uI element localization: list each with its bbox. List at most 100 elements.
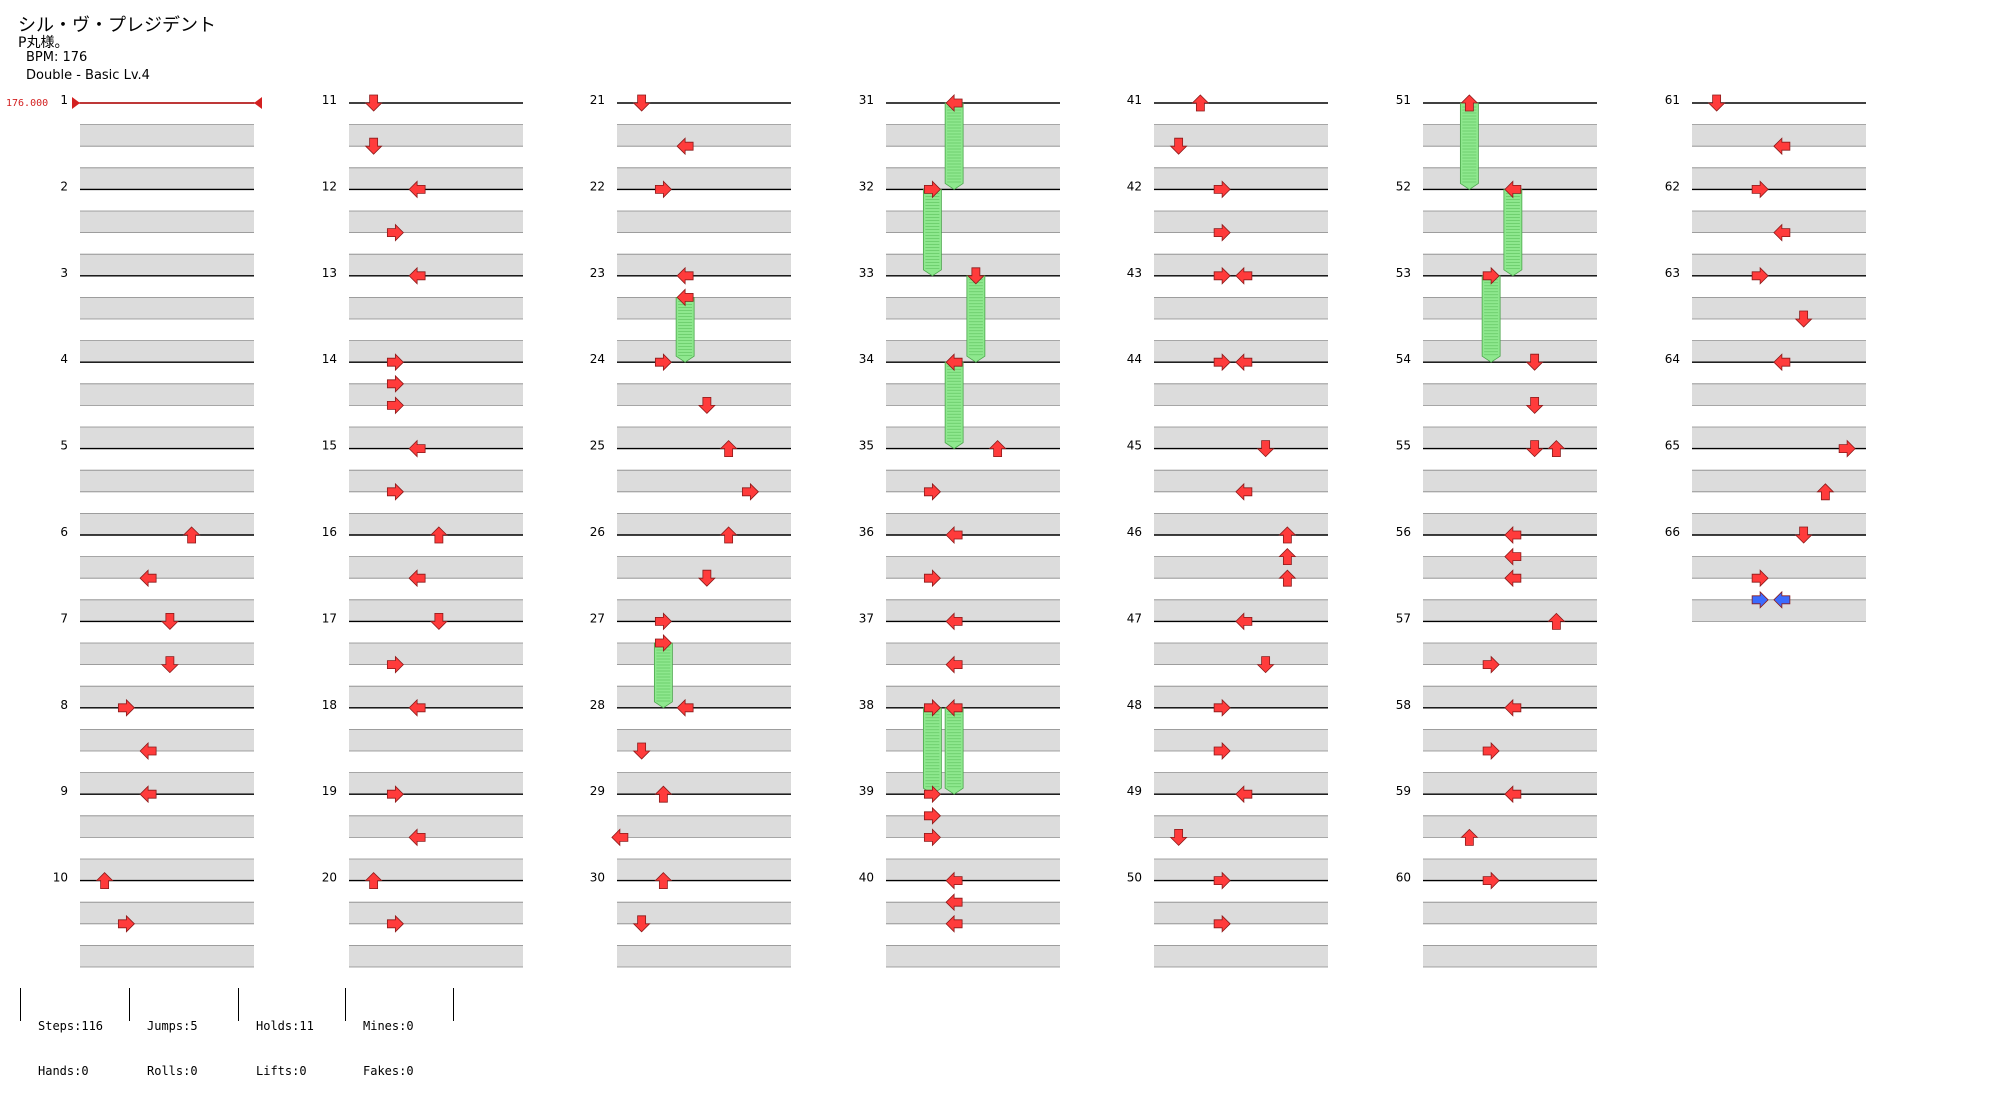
beat-band bbox=[617, 772, 791, 795]
beat-band bbox=[349, 686, 523, 708]
measure-number: 13 bbox=[322, 266, 337, 280]
note-arrow bbox=[1213, 353, 1231, 372]
beat-band bbox=[349, 513, 523, 535]
beat-band bbox=[617, 167, 791, 190]
note-arrow bbox=[945, 893, 963, 912]
stats-separator bbox=[238, 988, 239, 1021]
note-arrow bbox=[364, 872, 383, 889]
note-arrow bbox=[719, 440, 738, 458]
note-arrow bbox=[1482, 655, 1500, 674]
beat-band bbox=[349, 556, 523, 579]
measure-number: 40 bbox=[859, 871, 874, 885]
beat-band bbox=[617, 556, 791, 579]
stat-jumps: Jumps:5 bbox=[147, 1019, 198, 1033]
measure-block bbox=[886, 102, 1060, 190]
beat-band bbox=[80, 383, 254, 406]
note-arrow bbox=[1256, 440, 1275, 458]
beat-band bbox=[1154, 815, 1328, 838]
measure-block bbox=[1154, 188, 1328, 276]
measure-number: 20 bbox=[322, 871, 337, 885]
measure-block bbox=[886, 620, 1060, 708]
beat-band bbox=[1423, 902, 1597, 924]
difficulty-label: Double - Basic Lv.4 bbox=[26, 68, 150, 83]
beat-band bbox=[1423, 427, 1597, 449]
beat-band bbox=[349, 470, 523, 492]
measure-block bbox=[886, 793, 1060, 881]
note-arrow bbox=[1525, 396, 1544, 414]
beat-band bbox=[1154, 297, 1328, 319]
measure-block bbox=[617, 275, 791, 363]
beat-band bbox=[80, 643, 254, 665]
stats-separator bbox=[20, 988, 21, 1021]
beat-band bbox=[617, 902, 791, 924]
measure-block bbox=[349, 793, 523, 881]
note-arrow bbox=[676, 288, 694, 307]
measure-number: 63 bbox=[1665, 266, 1680, 280]
note-arrow bbox=[429, 526, 448, 544]
measure-block bbox=[1692, 447, 1866, 535]
note-arrow bbox=[1213, 266, 1231, 285]
measure-block bbox=[1154, 102, 1328, 190]
measure-number: 28 bbox=[590, 698, 605, 712]
beat-band bbox=[1423, 815, 1597, 838]
measure-block bbox=[1423, 102, 1597, 190]
beat-band bbox=[1692, 513, 1866, 535]
measure-number: 24 bbox=[590, 352, 605, 366]
note-arrow bbox=[386, 374, 404, 393]
beat-band bbox=[886, 599, 1060, 622]
beat-band bbox=[1423, 556, 1597, 579]
step-chart: 1234567891011121314151617181920212223242… bbox=[53, 93, 1866, 968]
measure-block bbox=[349, 879, 523, 967]
stats-separator bbox=[453, 988, 454, 1021]
note-arrow bbox=[1504, 569, 1522, 588]
note-arrow bbox=[945, 612, 963, 631]
note-arrow bbox=[386, 482, 404, 501]
measure-number: 5 bbox=[60, 439, 68, 453]
measure-block bbox=[1692, 102, 1866, 190]
stat-lifts: Lifts:0 bbox=[256, 1064, 307, 1078]
measure-block bbox=[617, 361, 791, 449]
note-arrow bbox=[1460, 828, 1479, 846]
beat-band bbox=[349, 427, 523, 449]
measure-number: 1 bbox=[60, 93, 68, 107]
note-arrow bbox=[923, 180, 941, 199]
note-arrow bbox=[1504, 547, 1522, 566]
measure-number: 16 bbox=[322, 525, 337, 539]
beat-band bbox=[80, 124, 254, 147]
beat-band bbox=[349, 945, 523, 967]
measure-number: 31 bbox=[859, 93, 874, 107]
beat-band bbox=[1154, 167, 1328, 190]
measure-block bbox=[1154, 707, 1328, 795]
note-arrow bbox=[1751, 266, 1769, 285]
measure-number: 19 bbox=[322, 784, 337, 798]
beat-band bbox=[617, 211, 791, 233]
beat-band bbox=[1154, 729, 1328, 751]
measure-number: 66 bbox=[1665, 525, 1680, 539]
note-arrow bbox=[654, 180, 672, 199]
note-arrow bbox=[945, 871, 963, 890]
measure-number: 10 bbox=[53, 871, 68, 885]
stat-fakes: Fakes:0 bbox=[363, 1064, 414, 1078]
measure-number: 43 bbox=[1127, 266, 1142, 280]
beat-band bbox=[80, 599, 254, 622]
measure-number: 34 bbox=[859, 352, 874, 366]
note-arrow bbox=[160, 656, 179, 674]
note-arrow bbox=[1213, 698, 1231, 717]
beat-band bbox=[617, 254, 791, 276]
beat-band bbox=[1692, 167, 1866, 190]
measure-block bbox=[886, 879, 1060, 967]
note-arrow bbox=[923, 482, 941, 501]
beat-band bbox=[80, 945, 254, 967]
beat-band bbox=[1423, 340, 1597, 363]
beat-band bbox=[617, 686, 791, 708]
note-arrow bbox=[923, 569, 941, 588]
measure-number: 6 bbox=[60, 525, 68, 539]
note-arrow bbox=[1278, 548, 1297, 565]
measure-number: 8 bbox=[60, 698, 68, 712]
measure-block bbox=[349, 102, 523, 190]
beat-band bbox=[1423, 859, 1597, 881]
beat-band bbox=[1692, 297, 1866, 319]
measure-block bbox=[1423, 447, 1597, 535]
measure-number: 55 bbox=[1396, 439, 1411, 453]
note-arrow bbox=[386, 396, 404, 415]
